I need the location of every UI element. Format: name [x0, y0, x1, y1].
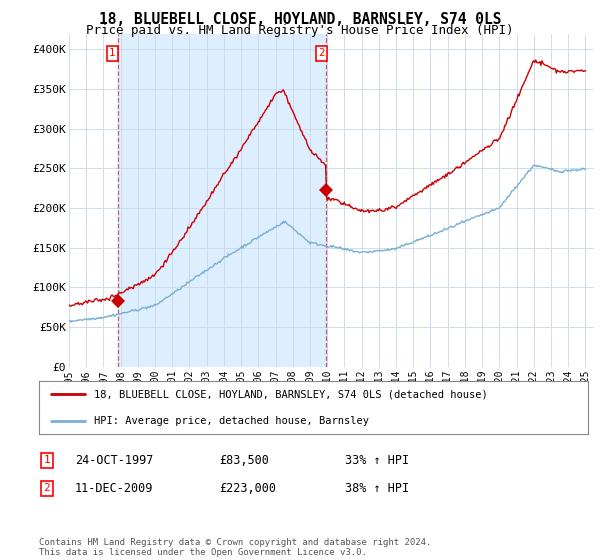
Text: 18, BLUEBELL CLOSE, HOYLAND, BARNSLEY, S74 0LS (detached house): 18, BLUEBELL CLOSE, HOYLAND, BARNSLEY, S…	[94, 389, 488, 399]
Text: 1: 1	[43, 455, 50, 465]
Text: 33% ↑ HPI: 33% ↑ HPI	[345, 454, 409, 467]
Bar	[118, 34, 326, 367]
Text: 11-DEC-2009: 11-DEC-2009	[75, 482, 154, 495]
Text: £223,000: £223,000	[219, 482, 276, 495]
Text: 2: 2	[43, 483, 50, 493]
Text: £83,500: £83,500	[219, 454, 269, 467]
Text: HPI: Average price, detached house, Barnsley: HPI: Average price, detached house, Barn…	[94, 416, 369, 426]
Text: 24-OCT-1997: 24-OCT-1997	[75, 454, 154, 467]
Text: Price paid vs. HM Land Registry's House Price Index (HPI): Price paid vs. HM Land Registry's House …	[86, 24, 514, 36]
Text: 38% ↑ HPI: 38% ↑ HPI	[345, 482, 409, 495]
Text: Contains HM Land Registry data © Crown copyright and database right 2024.
This d: Contains HM Land Registry data © Crown c…	[39, 538, 431, 557]
Text: 1: 1	[109, 48, 116, 58]
Text: 2: 2	[318, 48, 325, 58]
Text: 18, BLUEBELL CLOSE, HOYLAND, BARNSLEY, S74 0LS: 18, BLUEBELL CLOSE, HOYLAND, BARNSLEY, S…	[99, 12, 501, 27]
